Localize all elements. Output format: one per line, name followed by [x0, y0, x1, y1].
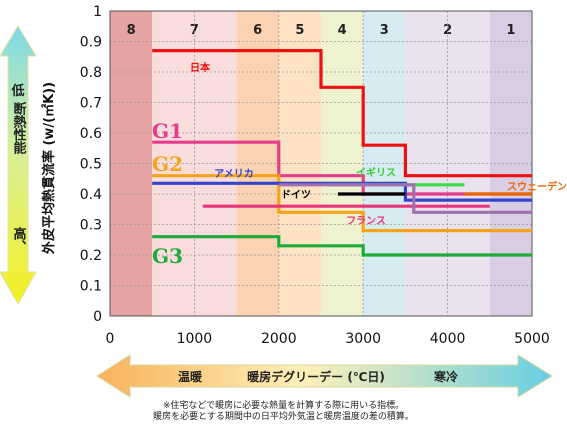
insulation-arrow: 低 断熱性能 高、	[0, 25, 37, 306]
y-tick-label: 0.7	[80, 96, 102, 112]
y-tick-label: 0.5	[80, 157, 102, 173]
label-france: フランス	[346, 215, 386, 227]
series-line-G3	[152, 235, 532, 257]
insulation-arrow-shape	[0, 25, 37, 306]
label-germany: ドイツ	[281, 189, 311, 201]
insulation-arrow-top-label: 低	[10, 83, 24, 99]
y-tick-label: 0	[93, 309, 102, 325]
label-uk: イギリス	[356, 166, 396, 179]
zone-label-8: 8	[127, 23, 136, 38]
zone-label-6: 6	[253, 23, 262, 38]
y-tick-label: 0.9	[80, 35, 102, 51]
plot-frame	[109, 10, 533, 317]
climate-arrow-left-label: 温暖	[178, 369, 203, 384]
x-tick-label: 2000	[261, 331, 297, 347]
label-g1: G1	[152, 119, 183, 143]
x-tick-labels: 0 1000 2000 3000 4000 5000	[106, 331, 550, 347]
series-lines	[152, 48, 532, 257]
climate-arrow-shape	[96, 354, 553, 398]
y-tick-label: 0.2	[80, 248, 102, 264]
series-line-日本	[152, 48, 532, 178]
insulation-arrow-bottom-label: 高、	[11, 226, 27, 253]
label-usa: アメリカ	[214, 168, 254, 180]
x-tick-label: 4000	[430, 331, 466, 347]
x-tick-label: 5000	[514, 331, 550, 347]
y-axis-label: 外皮平均熱貫流率 (w/(㎡K))	[41, 82, 57, 255]
zone-labels: 8 7 6 5 4 3 2 1	[127, 23, 516, 38]
label-g2: G2	[152, 152, 183, 176]
x-tick-label: 3000	[345, 331, 381, 347]
footnote-line-2: 暖房を必要とする期間中の日平均外気温と暖房温度の差の積算。	[153, 412, 414, 422]
climate-arrow-right-label: 寒冷	[433, 369, 458, 384]
y-tick-label: 0.4	[80, 187, 102, 203]
y-tick-label: 0.8	[80, 65, 102, 81]
zone-label-2: 2	[443, 23, 452, 38]
insulation-arrow-middle-label: 断熱性能	[11, 101, 27, 155]
zone-label-4: 4	[338, 23, 347, 38]
zone-label-3: 3	[380, 23, 389, 38]
zone-label-7: 7	[190, 23, 199, 38]
y-tick-label: 1	[93, 4, 102, 20]
zone-label-5: 5	[295, 23, 304, 38]
climate-arrow-center-label: 暖房デグリーデー (℃日)	[247, 369, 385, 384]
footnote-line-1: ※住宅などで暖房に必要な熱量を計算する際に用いる指標。	[162, 401, 405, 411]
zone-label-1: 1	[506, 23, 515, 38]
series-labels: 日本 G1 G2 G3 アメリカ ドイツ イギリス スウェーデン フランス	[152, 61, 567, 268]
climate-arrow: 温暖 暖房デグリーデー (℃日) 寒冷	[96, 354, 553, 398]
label-japan: 日本	[190, 61, 211, 74]
y-tick-label: 0.3	[80, 218, 102, 234]
series-line-unnamed-9	[278, 183, 532, 214]
series-line-G2	[152, 174, 532, 233]
label-g3: G3	[152, 244, 183, 268]
y-tick-labels: 0 0.1 0.2 0.3 0.4 0.5 0.6 0.7 0.8 0.9 1	[80, 4, 102, 325]
y-tick-label: 0.6	[80, 126, 102, 142]
label-sweden: スウェーデン	[507, 180, 567, 193]
x-tick-label: 1000	[177, 331, 213, 347]
x-tick-label: 0	[106, 331, 115, 347]
y-tick-label: 0.1	[80, 279, 102, 295]
